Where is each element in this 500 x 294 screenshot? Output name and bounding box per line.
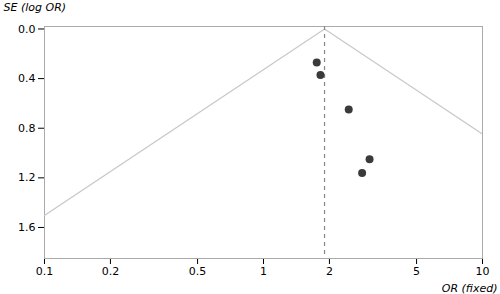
- svg-text:0.0: 0.0: [18, 23, 36, 36]
- svg-text:5: 5: [413, 265, 420, 278]
- svg-text:0.5: 0.5: [189, 265, 207, 278]
- svg-text:0.8: 0.8: [18, 122, 36, 135]
- svg-text:OR (fixed): OR (fixed): [442, 282, 498, 294]
- svg-text:0.4: 0.4: [18, 72, 36, 85]
- svg-text:0.2: 0.2: [102, 265, 120, 278]
- svg-text:0.1: 0.1: [36, 265, 54, 278]
- svg-text:SE (log OR): SE (log OR): [4, 1, 67, 14]
- svg-text:2: 2: [326, 265, 333, 278]
- svg-text:10: 10: [476, 265, 490, 278]
- svg-text:1.2: 1.2: [18, 171, 36, 184]
- svg-text:1.6: 1.6: [18, 221, 36, 234]
- svg-text:1: 1: [260, 265, 267, 278]
